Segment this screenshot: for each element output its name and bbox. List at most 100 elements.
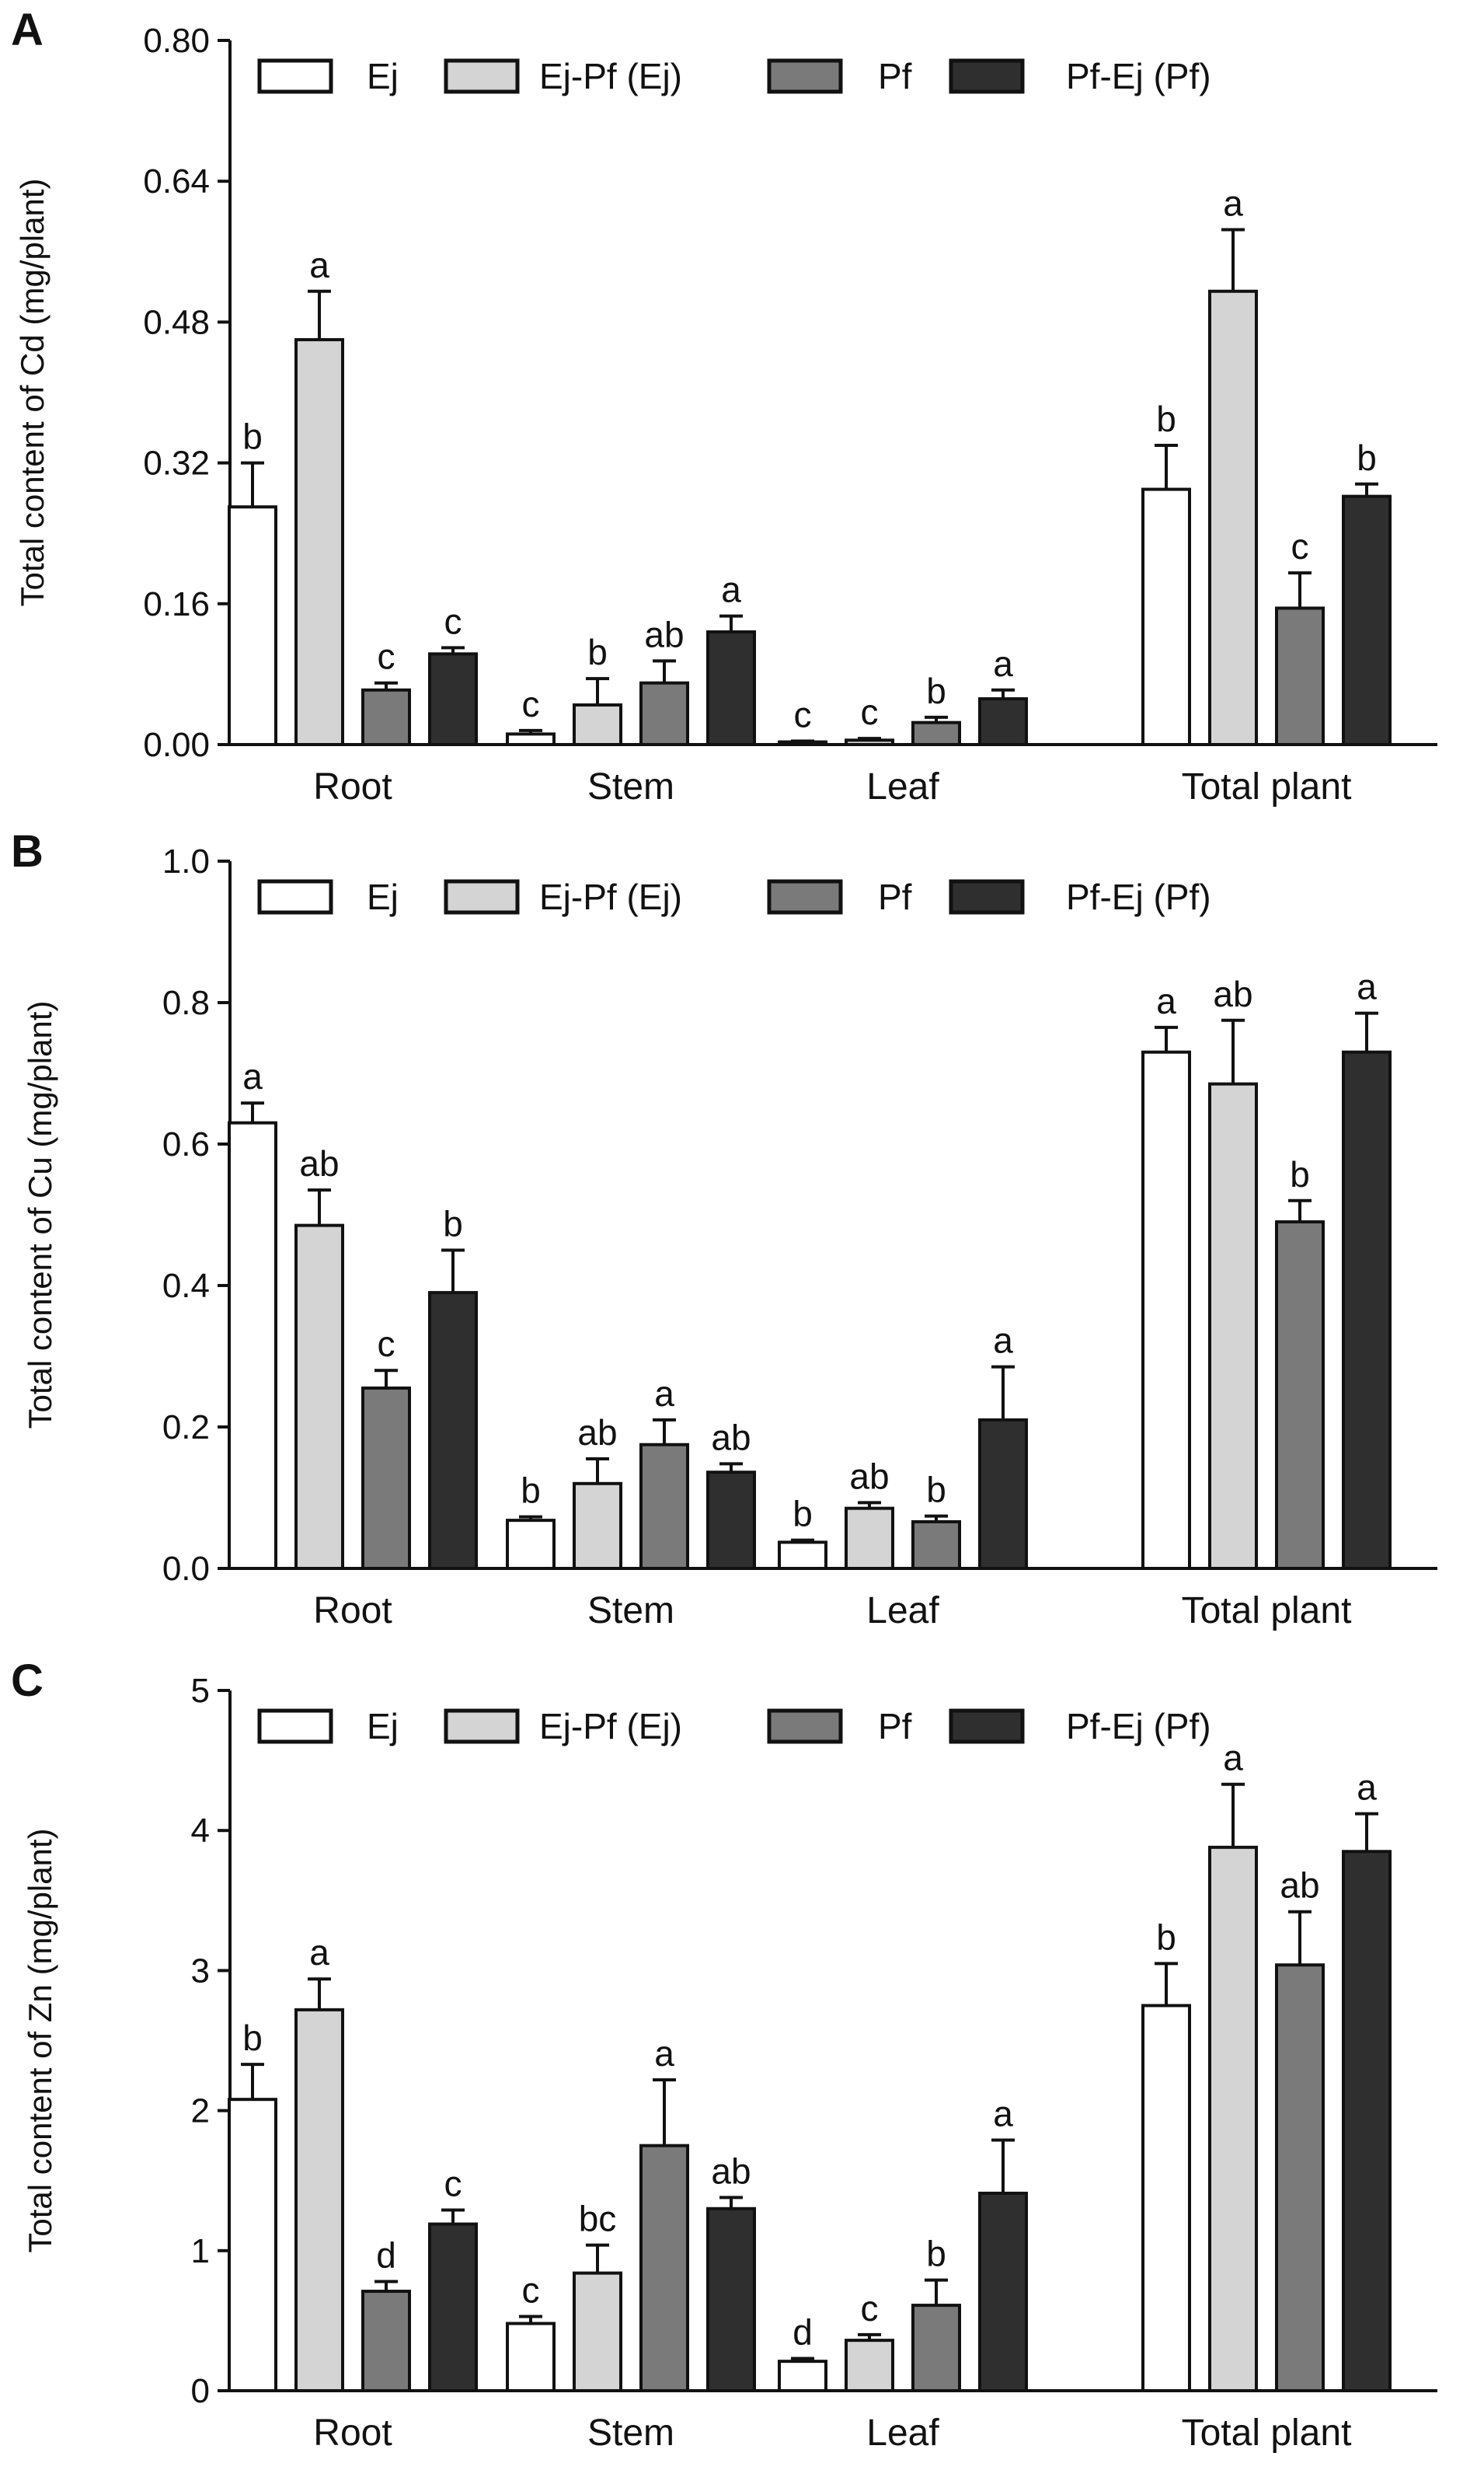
legend-label: Ej-Pf (Ej) [539, 877, 682, 917]
bar-ej [778, 740, 827, 746]
bar-pf-ej-pf [706, 2207, 756, 2392]
significance-label: a [993, 1320, 1013, 1361]
significance-label: b [926, 2234, 946, 2274]
significance-label: a [993, 644, 1013, 684]
y-tick-label: 0.0 [162, 1550, 210, 1588]
bar-pf [1275, 606, 1325, 747]
x-category-label: Stem [587, 2412, 674, 2454]
bar-ej-pf-ej [1208, 1845, 1258, 2392]
y-tick-label: 0.2 [162, 1408, 210, 1446]
y-tick-label: 0.16 [143, 585, 210, 623]
bar-ej [1141, 1050, 1191, 1570]
significance-label: a [1357, 1767, 1377, 1808]
y-tick-label: 0.6 [162, 1125, 210, 1163]
significance-label: a [309, 1932, 329, 1973]
significance-label: c [1291, 526, 1309, 567]
bar-pf-ej-pf [428, 1291, 478, 1570]
bar-pf [911, 720, 961, 746]
bar-pf [1275, 1220, 1325, 1570]
significance-label: c [861, 692, 879, 732]
y-tick-label: 1.0 [162, 843, 210, 881]
y-tick-label: 0.8 [162, 984, 210, 1022]
chart-panel-c: C Total content of Zn (mg/plant) 0 1 2 3 4 5 Roo… [11, 1655, 1437, 2454]
legend-swatch [257, 58, 333, 94]
y-tick-label: 0.00 [143, 726, 210, 764]
legend-swatch [444, 1708, 520, 1744]
significance-label: b [926, 671, 946, 711]
significance-label: a [654, 2033, 674, 2074]
x-category-label: Root [313, 766, 392, 808]
legend-swatch [444, 58, 520, 94]
significance-label: c [378, 637, 395, 677]
significance-label: c [444, 2164, 462, 2204]
significance-label: c [794, 694, 812, 734]
bar-ej [1141, 487, 1191, 746]
significance-label: ab [577, 1412, 617, 1453]
bar-ej-pf-ej [845, 738, 894, 747]
bar-ej [228, 1121, 277, 1570]
bar-ej [506, 732, 556, 746]
bar-pf-ej-pf [428, 2222, 478, 2393]
significance-label: b [242, 2018, 263, 2058]
legend-swatch [949, 1708, 1025, 1744]
bar-pf [639, 681, 689, 746]
x-category-label: Stem [587, 766, 674, 808]
x-category-label: Root [313, 2412, 392, 2454]
y-tick-label: 3 [191, 1952, 210, 1990]
significance-label: a [721, 570, 741, 610]
bar-ej-pf-ej [573, 703, 622, 746]
x-category-label: Leaf [866, 1590, 939, 1631]
bar-pf-ej-pf [978, 697, 1028, 746]
legend-label: Ej [367, 1706, 399, 1746]
y-tick-label: 4 [191, 1812, 210, 1850]
legend-swatch [949, 879, 1025, 915]
x-category-label: Stem [587, 1590, 674, 1631]
significance-label: ab [711, 1417, 751, 1457]
significance-label: c [861, 2288, 879, 2329]
y-tick-label: 0.4 [162, 1267, 210, 1305]
y-tick-label: 0.48 [143, 303, 210, 341]
bar-ej [778, 1540, 827, 1570]
x-category-label: Total plant [1182, 766, 1352, 808]
x-category-label: Leaf [866, 2412, 939, 2454]
significance-label: a [1357, 967, 1377, 1007]
x-category-label: Total plant [1182, 1590, 1352, 1631]
y-tick-label: 5 [191, 1672, 210, 1710]
y-tick-label: 1 [191, 2232, 210, 2270]
significance-label: b [926, 1470, 946, 1510]
bar-ej-pf-ej [573, 1481, 622, 1571]
y-axis-label: Total content of Cd (mg/plant) [14, 179, 51, 607]
x-category-label: Leaf [866, 766, 939, 808]
y-tick-label: 0 [191, 2372, 210, 2410]
significance-label: ab [849, 1456, 889, 1496]
significance-label: b [587, 632, 608, 672]
significance-label: b [242, 417, 263, 457]
bar-ej-pf-ej [845, 1506, 894, 1571]
panel-letter: B [11, 826, 44, 877]
bar-pf-ej-pf [1342, 494, 1392, 746]
y-axis-label: Total content of Cu (mg/plant) [22, 1001, 58, 1429]
legend-label: Pf-Ej (Pf) [1066, 877, 1211, 917]
legend-swatch [257, 879, 333, 915]
bar-ej [228, 505, 277, 746]
legend-label: Ej-Pf (Ej) [539, 56, 682, 96]
significance-label: d [793, 2312, 813, 2353]
bar-ej [778, 2360, 827, 2392]
significance-label: ab [711, 2151, 751, 2191]
bar-pf-ej-pf [978, 1418, 1028, 1571]
significance-label: a [242, 1056, 263, 1097]
bar-pf-ej-pf [978, 2191, 1028, 2392]
bar-pf [361, 688, 411, 746]
chart-panel-a: A Total content of Cd (mg/plant) 0.00 0.16 0… [11, 5, 1437, 808]
y-tick-label: 0.80 [143, 22, 210, 60]
bar-ej-pf-ej [573, 2271, 622, 2393]
significance-label: b [793, 1494, 813, 1534]
significance-label: ab [299, 1143, 339, 1184]
x-category-label: Root [313, 1590, 392, 1631]
y-axis-label: Total content of Zn (mg/plant) [22, 1828, 58, 2252]
bar-ej [506, 2322, 556, 2392]
bar-ej-pf-ej [294, 338, 344, 746]
bar-ej-pf-ej [294, 1223, 344, 1571]
chart-panel-b: B Total content of Cu (mg/plant) 0.0 0.2 0.4… [11, 826, 1437, 1631]
y-tick-label: 0.64 [143, 162, 210, 201]
